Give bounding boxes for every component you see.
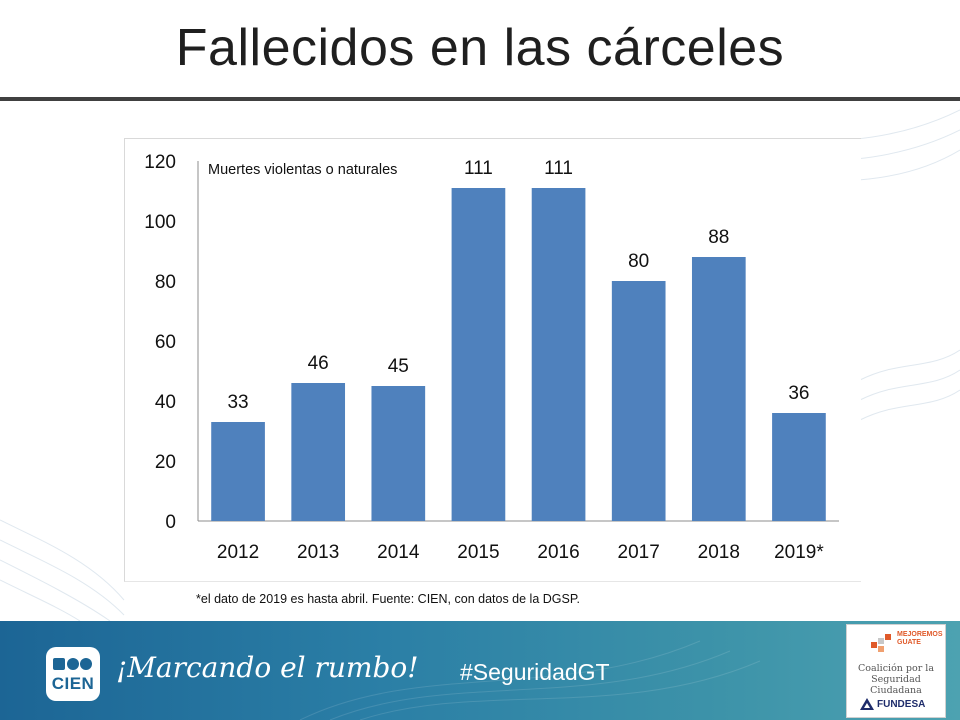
y-tick-label: 40 <box>155 392 176 413</box>
data-label: 36 <box>788 383 809 404</box>
bar-2012 <box>211 422 265 521</box>
x-tick-label: 2014 <box>377 542 420 563</box>
data-label: 45 <box>388 356 409 377</box>
x-tick-label: 2017 <box>618 542 660 563</box>
y-tick-label: 80 <box>155 272 176 293</box>
x-tick-label: 2016 <box>537 542 579 563</box>
partner-logo-box: MEJOREMOS GUATE Coalición por la Segurid… <box>846 624 946 718</box>
y-tick-label: 100 <box>144 212 176 233</box>
x-tick-label: 2018 <box>698 542 740 563</box>
bar-2014 <box>371 386 426 521</box>
data-label: 88 <box>708 227 729 248</box>
partner-fundesa: FUNDESA <box>877 699 926 710</box>
y-tick-label: 0 <box>165 512 176 533</box>
x-tick-label: 2015 <box>457 542 499 563</box>
bar-2017 <box>611 281 666 521</box>
bar-2019* <box>772 413 826 521</box>
cien-logo: CIEN <box>46 647 100 701</box>
slogan: ¡Marcando el rumbo! <box>116 651 419 684</box>
y-tick-label: 120 <box>144 152 176 173</box>
bar-2018 <box>691 257 746 521</box>
chart-annotation: Muertes violentas o naturales <box>208 162 397 178</box>
x-tick-label: 2019* <box>774 542 824 563</box>
y-tick-label: 20 <box>155 452 176 473</box>
data-label: 33 <box>227 392 248 413</box>
source-footnote: *el dato de 2019 es hasta abril. Fuente:… <box>196 592 581 606</box>
footer-banner: CIEN ¡Marcando el rumbo! #SeguridadGT ME… <box>0 621 960 720</box>
partner-mejoremos-guate: MEJOREMOS GUATE <box>897 631 943 646</box>
data-label: 111 <box>544 158 573 179</box>
bar-2013 <box>291 383 346 521</box>
bar-2016 <box>531 188 586 521</box>
hashtag: #SeguridadGT <box>460 659 610 685</box>
x-tick-label: 2012 <box>217 542 259 563</box>
cien-logo-text: CIEN <box>51 674 95 693</box>
x-tick-label: 2013 <box>297 542 339 563</box>
title-divider <box>0 97 960 101</box>
partner-coalicion: Coalición por la Seguridad Ciudadana <box>857 663 934 696</box>
y-tick-label: 60 <box>155 332 176 353</box>
cien-logo-icon <box>53 658 92 670</box>
footer-waves <box>299 640 761 720</box>
chart-panel: 0 20 40 60 80 100 120 33 2012 46 2013 45 2014 111 2015… <box>124 138 861 582</box>
bar-2015 <box>451 188 506 521</box>
data-label: 80 <box>628 251 649 272</box>
bar-chart: 0 20 40 60 80 100 120 33 2012 46 2013 45 2014 111 2015… <box>144 152 839 563</box>
page-title: Fallecidos en las cárceles <box>175 19 785 77</box>
mejoremos-guate-icon <box>871 634 891 652</box>
data-label: 111 <box>464 158 493 179</box>
fundesa-icon <box>860 698 874 710</box>
data-label: 46 <box>308 353 329 374</box>
